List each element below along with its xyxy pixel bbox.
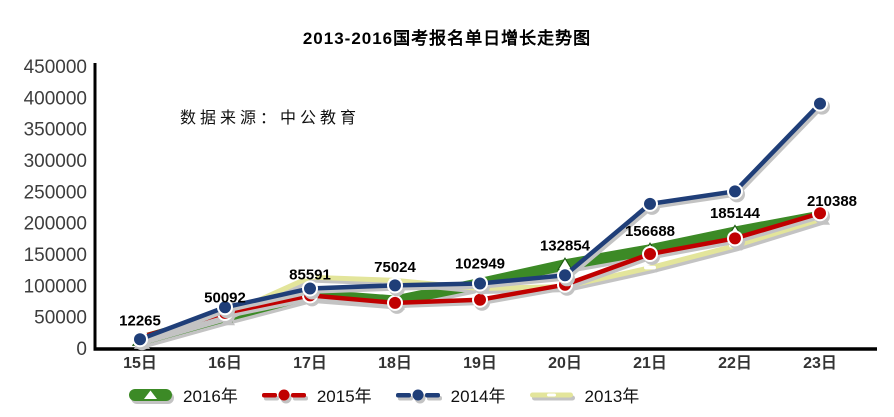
data-point-marker-2014年: [132, 331, 148, 348]
x-tick-label: 22日: [718, 354, 752, 372]
data-point-marker-2014年: [387, 277, 403, 294]
x-tick-label: 16日: [208, 354, 242, 372]
chart-legend: 2016年 2015年 2014年 2013年: [128, 382, 639, 407]
data-label: 156688: [625, 223, 675, 240]
data-point-marker-2015年: [472, 291, 488, 308]
data-point-marker-2015年: [387, 294, 403, 311]
data-point-marker-2015年: [727, 230, 743, 247]
data-point-marker-2014年: [557, 267, 573, 284]
y-tick-label: 100000: [24, 276, 87, 297]
data-point-marker-2014年: [727, 183, 743, 200]
data-label: 185144: [710, 205, 761, 222]
data-point-marker-2015年: [642, 246, 658, 262]
legend-swatch-2014年: [395, 389, 440, 400]
chart-title: 2013-2016国考报名单日增长走势图: [302, 29, 592, 48]
x-tick-label: 15日: [123, 354, 157, 372]
data-label: 75024: [374, 259, 416, 276]
y-tick-label: 50000: [34, 308, 87, 329]
y-tick-label: 400000: [24, 88, 87, 109]
data-point-marker-2014年: [812, 95, 828, 112]
data-point-marker-2013年: [644, 265, 656, 270]
data-label: 132854: [540, 238, 591, 255]
x-tick-label: 17日: [293, 354, 327, 372]
data-point-marker-2013年: [304, 275, 316, 279]
data-point-marker-2014年: [217, 299, 233, 316]
y-tick-label: 0: [76, 339, 87, 360]
data-label: 50092: [204, 290, 246, 307]
data-label: 102949: [455, 255, 505, 272]
legend-swatch-2015年: [261, 389, 306, 400]
data-point-marker-2014年: [472, 275, 488, 292]
x-tick-label: 20日: [548, 354, 582, 372]
y-tick-label: 150000: [24, 245, 87, 266]
series-2015年: [132, 205, 828, 346]
x-tick-label: 23日: [803, 354, 837, 372]
legend-item-2014年: 2014年: [395, 382, 506, 407]
data-label: 210388: [807, 193, 857, 210]
legend-item-2016年: 2016年: [128, 382, 238, 407]
series-2014年: [132, 95, 828, 348]
legend-item-2013年: 2013年: [529, 382, 639, 407]
y-tick-label: 200000: [24, 214, 87, 235]
data-label: 85591: [289, 266, 331, 283]
legend-label-2013年: 2013年: [584, 387, 640, 406]
y-tick-label: 300000: [24, 151, 87, 172]
x-tick-label: 19日: [463, 354, 497, 372]
y-tick-label: 450000: [24, 57, 87, 78]
legend-swatch-2013年: [530, 392, 574, 397]
legend-label-2014年: 2014年: [450, 387, 506, 406]
data-point-marker-2014年: [642, 195, 658, 212]
data-point-marker-2015年: [812, 205, 828, 222]
data-point-marker-2014年: [302, 280, 318, 297]
x-tick-label: 18日: [378, 354, 412, 372]
y-tick-label: 250000: [24, 182, 87, 203]
x-tick-label: 21日: [633, 354, 667, 372]
legend-item-2015年: 2015年: [261, 382, 372, 407]
y-tick-label: 350000: [24, 120, 87, 141]
legend-swatch-2016年: [129, 388, 172, 401]
data-label: 12265: [119, 312, 161, 329]
source-note: 数据来源：中公教育: [180, 110, 361, 127]
legend-label-2016年: 2016年: [183, 387, 238, 406]
legend-label-2015年: 2015年: [316, 387, 372, 406]
